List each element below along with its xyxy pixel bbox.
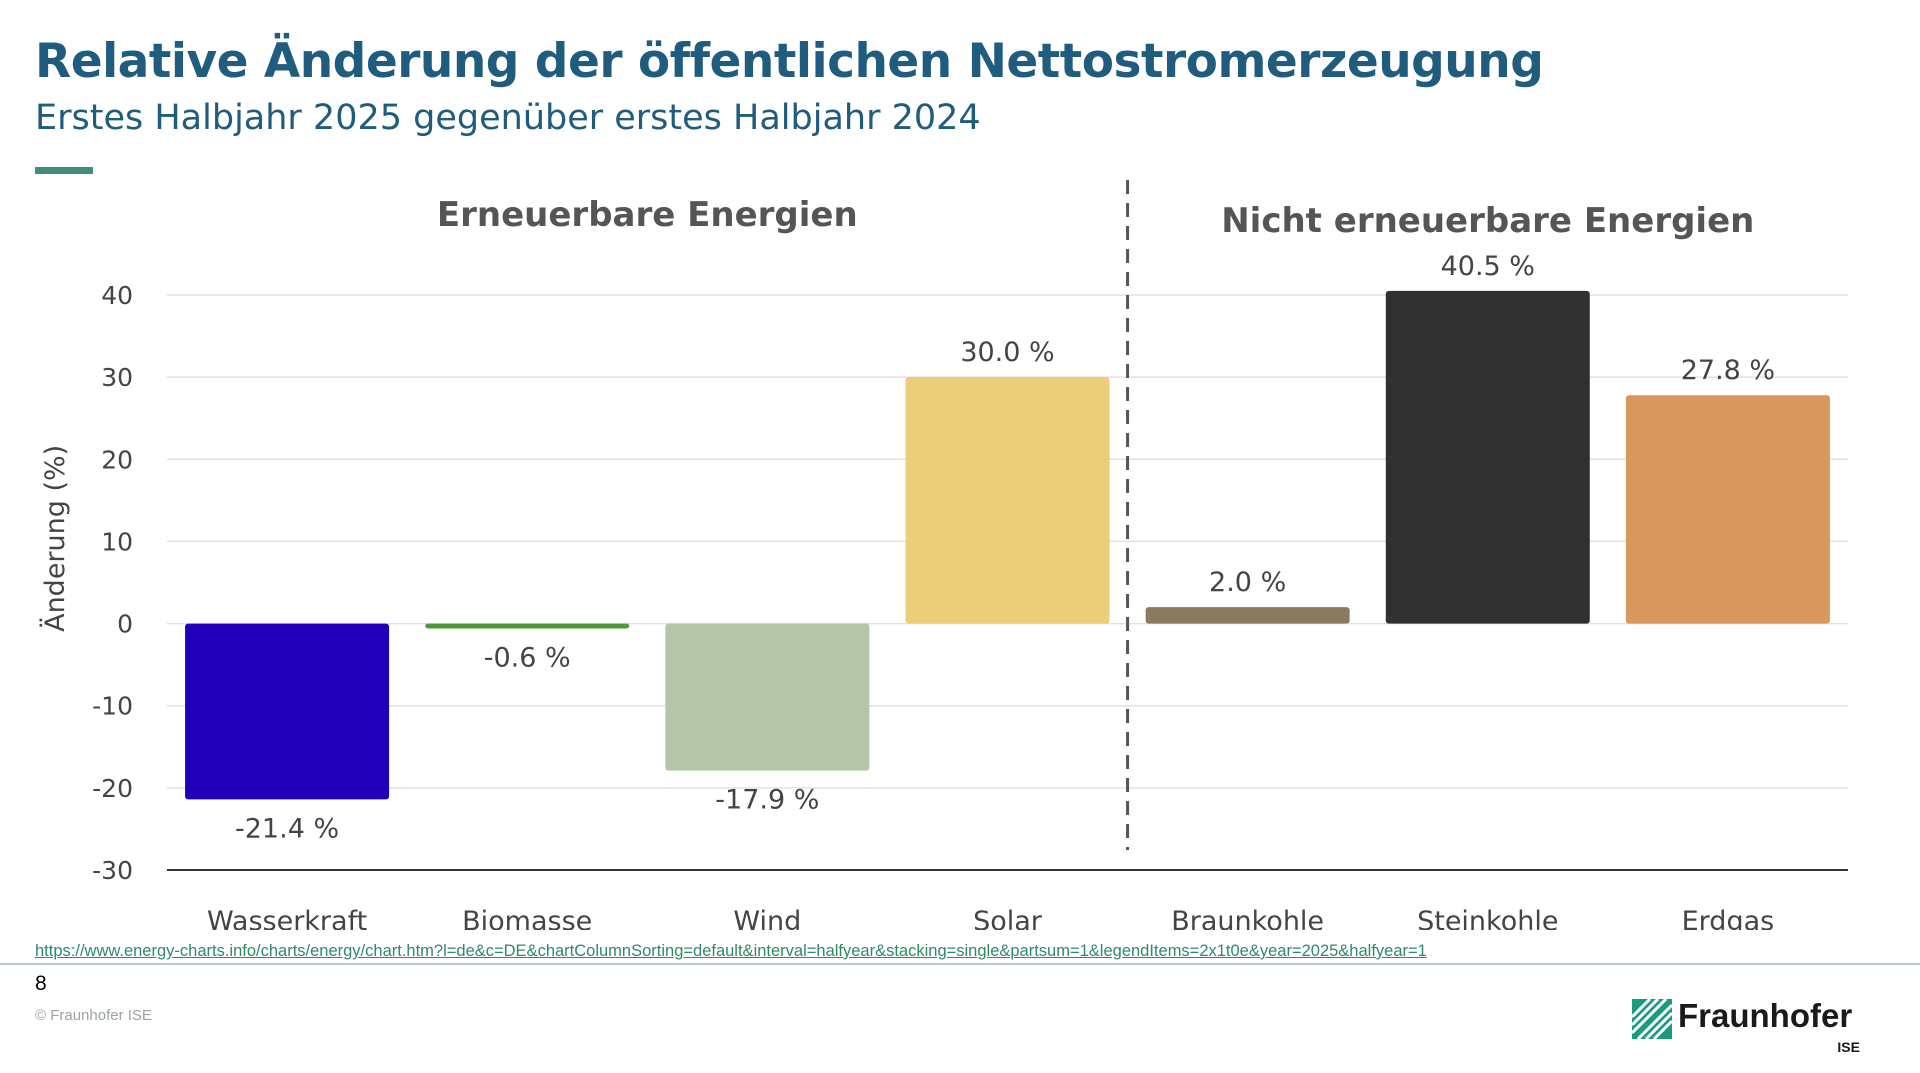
bar-wind [665, 623, 870, 771]
title-accent-bar [35, 167, 93, 174]
y-axis-title: Änderung (%) [39, 445, 71, 632]
data-label-wind: -17.9 % [715, 785, 819, 816]
page-title: Relative Änderung der öffentlichen Netto… [35, 34, 1544, 89]
y-tick-label: -10 [92, 692, 133, 721]
y-tick-label: 30 [101, 363, 133, 392]
category-label-erdgas: Erdgas [1682, 906, 1775, 930]
bar-erdgas [1625, 395, 1830, 624]
group-label-non-renewable: Nicht erneuerbare Energien [1221, 201, 1754, 241]
category-label-steinkohle: Steinkohle [1417, 906, 1558, 930]
y-tick-label: -20 [92, 774, 133, 803]
data-label-steinkohle: 40.5 % [1441, 251, 1535, 282]
category-label-wasserkraft: Wasserkraft [207, 906, 367, 930]
copyright-notice: © Fraunhofer ISE [35, 1007, 152, 1024]
y-tick-label: 20 [101, 445, 133, 474]
category-label-braunkohle: Braunkohle [1171, 906, 1324, 930]
y-tick-label: 40 [101, 281, 133, 310]
fraunhofer-logo: Fraunhofer ISE [1632, 997, 1862, 1061]
logo-wordmark: Fraunhofer [1678, 997, 1853, 1034]
bar-steinkohle [1385, 290, 1590, 624]
page-number: 8 [35, 972, 47, 995]
data-labels: -21.4 % -0.6 % -17.9 % 30.0 % 2.0 % 40.5 % 27.… [235, 251, 1775, 844]
group-labels: Erneuerbare Energien Nicht erneuerbare En… [437, 195, 1754, 241]
bar-biomasse [425, 623, 630, 629]
data-label-braunkohle: 2.0 % [1209, 567, 1286, 598]
category-label-solar: Solar [973, 906, 1043, 930]
source-link[interactable]: https://www.energy-charts.info/charts/en… [35, 942, 1427, 960]
category-label-biomasse: Biomasse [462, 906, 592, 930]
bar-chart: 40 30 20 10 0 -10 -20 -30 -21.4 % -0.6 % -17.9 % 3… [39, 180, 1848, 930]
bar-braunkohle [1145, 607, 1350, 624]
footer-divider [0, 963, 1920, 965]
y-tick-labels: 40 30 20 10 0 -10 -20 -30 [92, 281, 133, 885]
data-label-erdgas: 27.8 % [1681, 355, 1775, 386]
fraunhofer-stripes-logo-icon [1632, 999, 1672, 1039]
category-labels: Wasserkraft Biomasse Wind Solar Braunkohle St… [207, 906, 1774, 930]
data-label-biomasse: -0.6 % [484, 643, 571, 674]
data-label-solar: 30.0 % [960, 337, 1054, 368]
y-tick-label: -30 [92, 856, 133, 885]
page-subtitle: Erstes Halbjahr 2025 gegenüber erstes Ha… [35, 98, 981, 138]
y-tick-label: 0 [117, 610, 133, 639]
bars [185, 290, 1830, 800]
category-label-wind: Wind [733, 906, 801, 930]
bar-wasserkraft [185, 623, 390, 800]
data-label-wasserkraft: -21.4 % [235, 813, 339, 844]
bar-solar [905, 377, 1110, 624]
y-tick-label: 10 [101, 527, 133, 556]
logo-subtext: ISE [1837, 1039, 1860, 1055]
group-label-renewable: Erneuerbare Energien [437, 195, 858, 235]
